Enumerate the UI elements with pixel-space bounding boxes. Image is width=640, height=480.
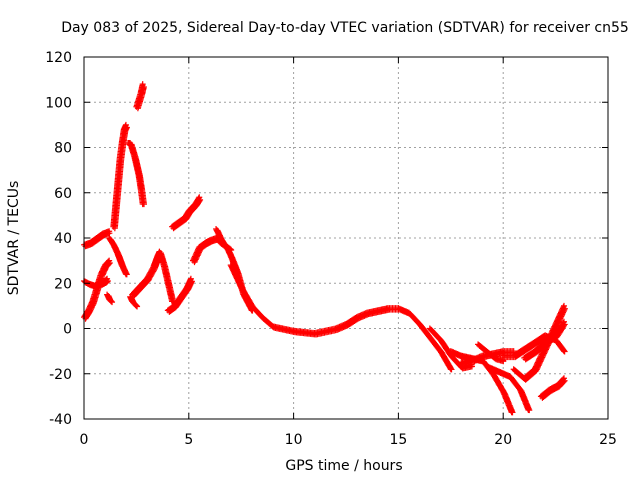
series-track-7 [125,139,147,208]
marker-path [537,375,568,401]
series-track-24 [537,375,568,401]
marker-path [521,318,568,363]
marker-path [189,235,256,314]
y-tick-labels: -40 -20 0 20 40 60 80 100 120 [45,50,72,428]
series-track-19 [475,341,507,365]
marker-path [169,194,204,232]
marker-path [227,262,455,373]
y-tick-label: -20 [49,367,72,383]
y-tick-label: 80 [54,141,72,157]
series-track-20 [485,363,533,414]
x-tick-labels: 0 5 10 15 20 25 [80,432,617,448]
marker-path [485,363,533,414]
series-track-5 [106,235,130,278]
marker-path [106,235,130,278]
series-track-9 [133,81,147,112]
chart-title: Day 083 of 2025, Sidereal Day-to-day VTE… [61,20,629,36]
series-track-6 [110,121,130,232]
y-tick-label: 40 [54,231,72,247]
x-tick-label: 5 [184,432,193,448]
series-track-23 [521,318,568,363]
series-track-12 [169,194,204,232]
y-tick-label: 0 [63,322,72,338]
x-axis-label: GPS time / hours [285,458,402,474]
series-track-15 [227,262,455,373]
x-tick-label: 20 [494,432,512,448]
marker-path [110,121,130,232]
y-axis-label: SDTVAR / TECUs [6,181,22,296]
axis-ticks [83,56,609,420]
marker-path [475,341,507,365]
x-tick-label: 10 [285,432,303,448]
marker-path [129,248,177,305]
x-tick-label: 25 [599,432,617,448]
series-track-16 [426,325,475,372]
y-tick-label: 60 [54,186,72,202]
grid-lines [84,57,608,419]
y-tick-label: 120 [45,50,72,66]
series-track-8 [127,293,141,310]
series-track-10 [129,248,177,305]
series-track-4 [104,291,116,306]
marker-path [426,325,475,372]
marker-path [125,139,147,208]
x-tick-label: 0 [80,432,89,448]
y-tick-label: 100 [45,95,72,111]
x-tick-label: 15 [389,432,407,448]
marker-path [164,275,195,315]
data-points [81,81,568,416]
marker-path [104,291,116,306]
marker-path [133,81,147,112]
marker-path [213,225,235,254]
series-track-3 [81,257,113,322]
marker-path [127,293,141,310]
y-tick-label: -40 [49,412,72,428]
series-track-11 [164,275,195,315]
marker-path [81,257,113,322]
series-track-13 [189,235,256,314]
series-track-14 [213,225,235,254]
y-tick-label: 20 [54,276,72,292]
